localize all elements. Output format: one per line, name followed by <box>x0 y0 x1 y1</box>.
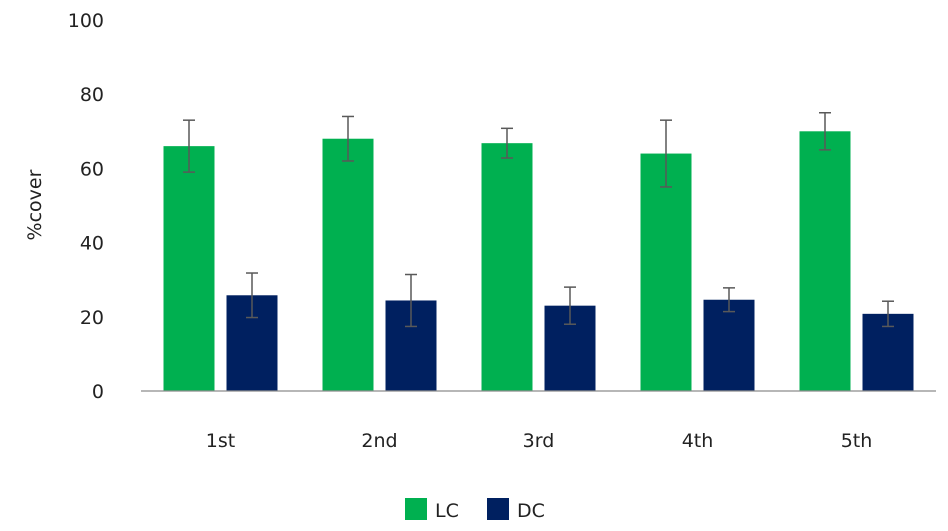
legend-label-dc: DC <box>517 500 545 522</box>
bar-lc-1st <box>163 146 215 391</box>
bar-lc-3rd <box>481 143 533 391</box>
x-tick-label: 2nd <box>361 430 397 452</box>
y-tick-label: 60 <box>80 158 104 180</box>
y-tick-label: 80 <box>80 84 104 106</box>
legend-label-lc: LC <box>435 500 459 522</box>
legend-swatch-dc <box>487 498 509 520</box>
x-tick-label: 5th <box>841 430 873 452</box>
y-tick-label: 100 <box>68 10 104 32</box>
x-tick-label: 1st <box>206 430 235 452</box>
legend-swatch-lc <box>405 498 427 520</box>
bar-dc-4th <box>703 299 755 391</box>
y-tick-label: 0 <box>92 381 104 403</box>
y-axis-title: %cover <box>24 169 46 240</box>
y-axis-ticks: 0 20 40 60 80 100 <box>68 10 104 403</box>
error-bars-group <box>183 112 894 328</box>
x-tick-label: 3rd <box>523 430 555 452</box>
y-tick-label: 20 <box>80 307 104 329</box>
bars-group <box>163 131 914 392</box>
y-tick-label: 40 <box>80 233 104 255</box>
x-axis-ticks: 1st 2nd 3rd 4th 5th <box>206 430 873 452</box>
x-tick-label: 4th <box>682 430 714 452</box>
bar-lc-4th <box>640 153 692 391</box>
bar-lc-2nd <box>322 138 374 391</box>
legend: LC DC <box>405 498 545 522</box>
bar-lc-5th <box>799 131 851 392</box>
